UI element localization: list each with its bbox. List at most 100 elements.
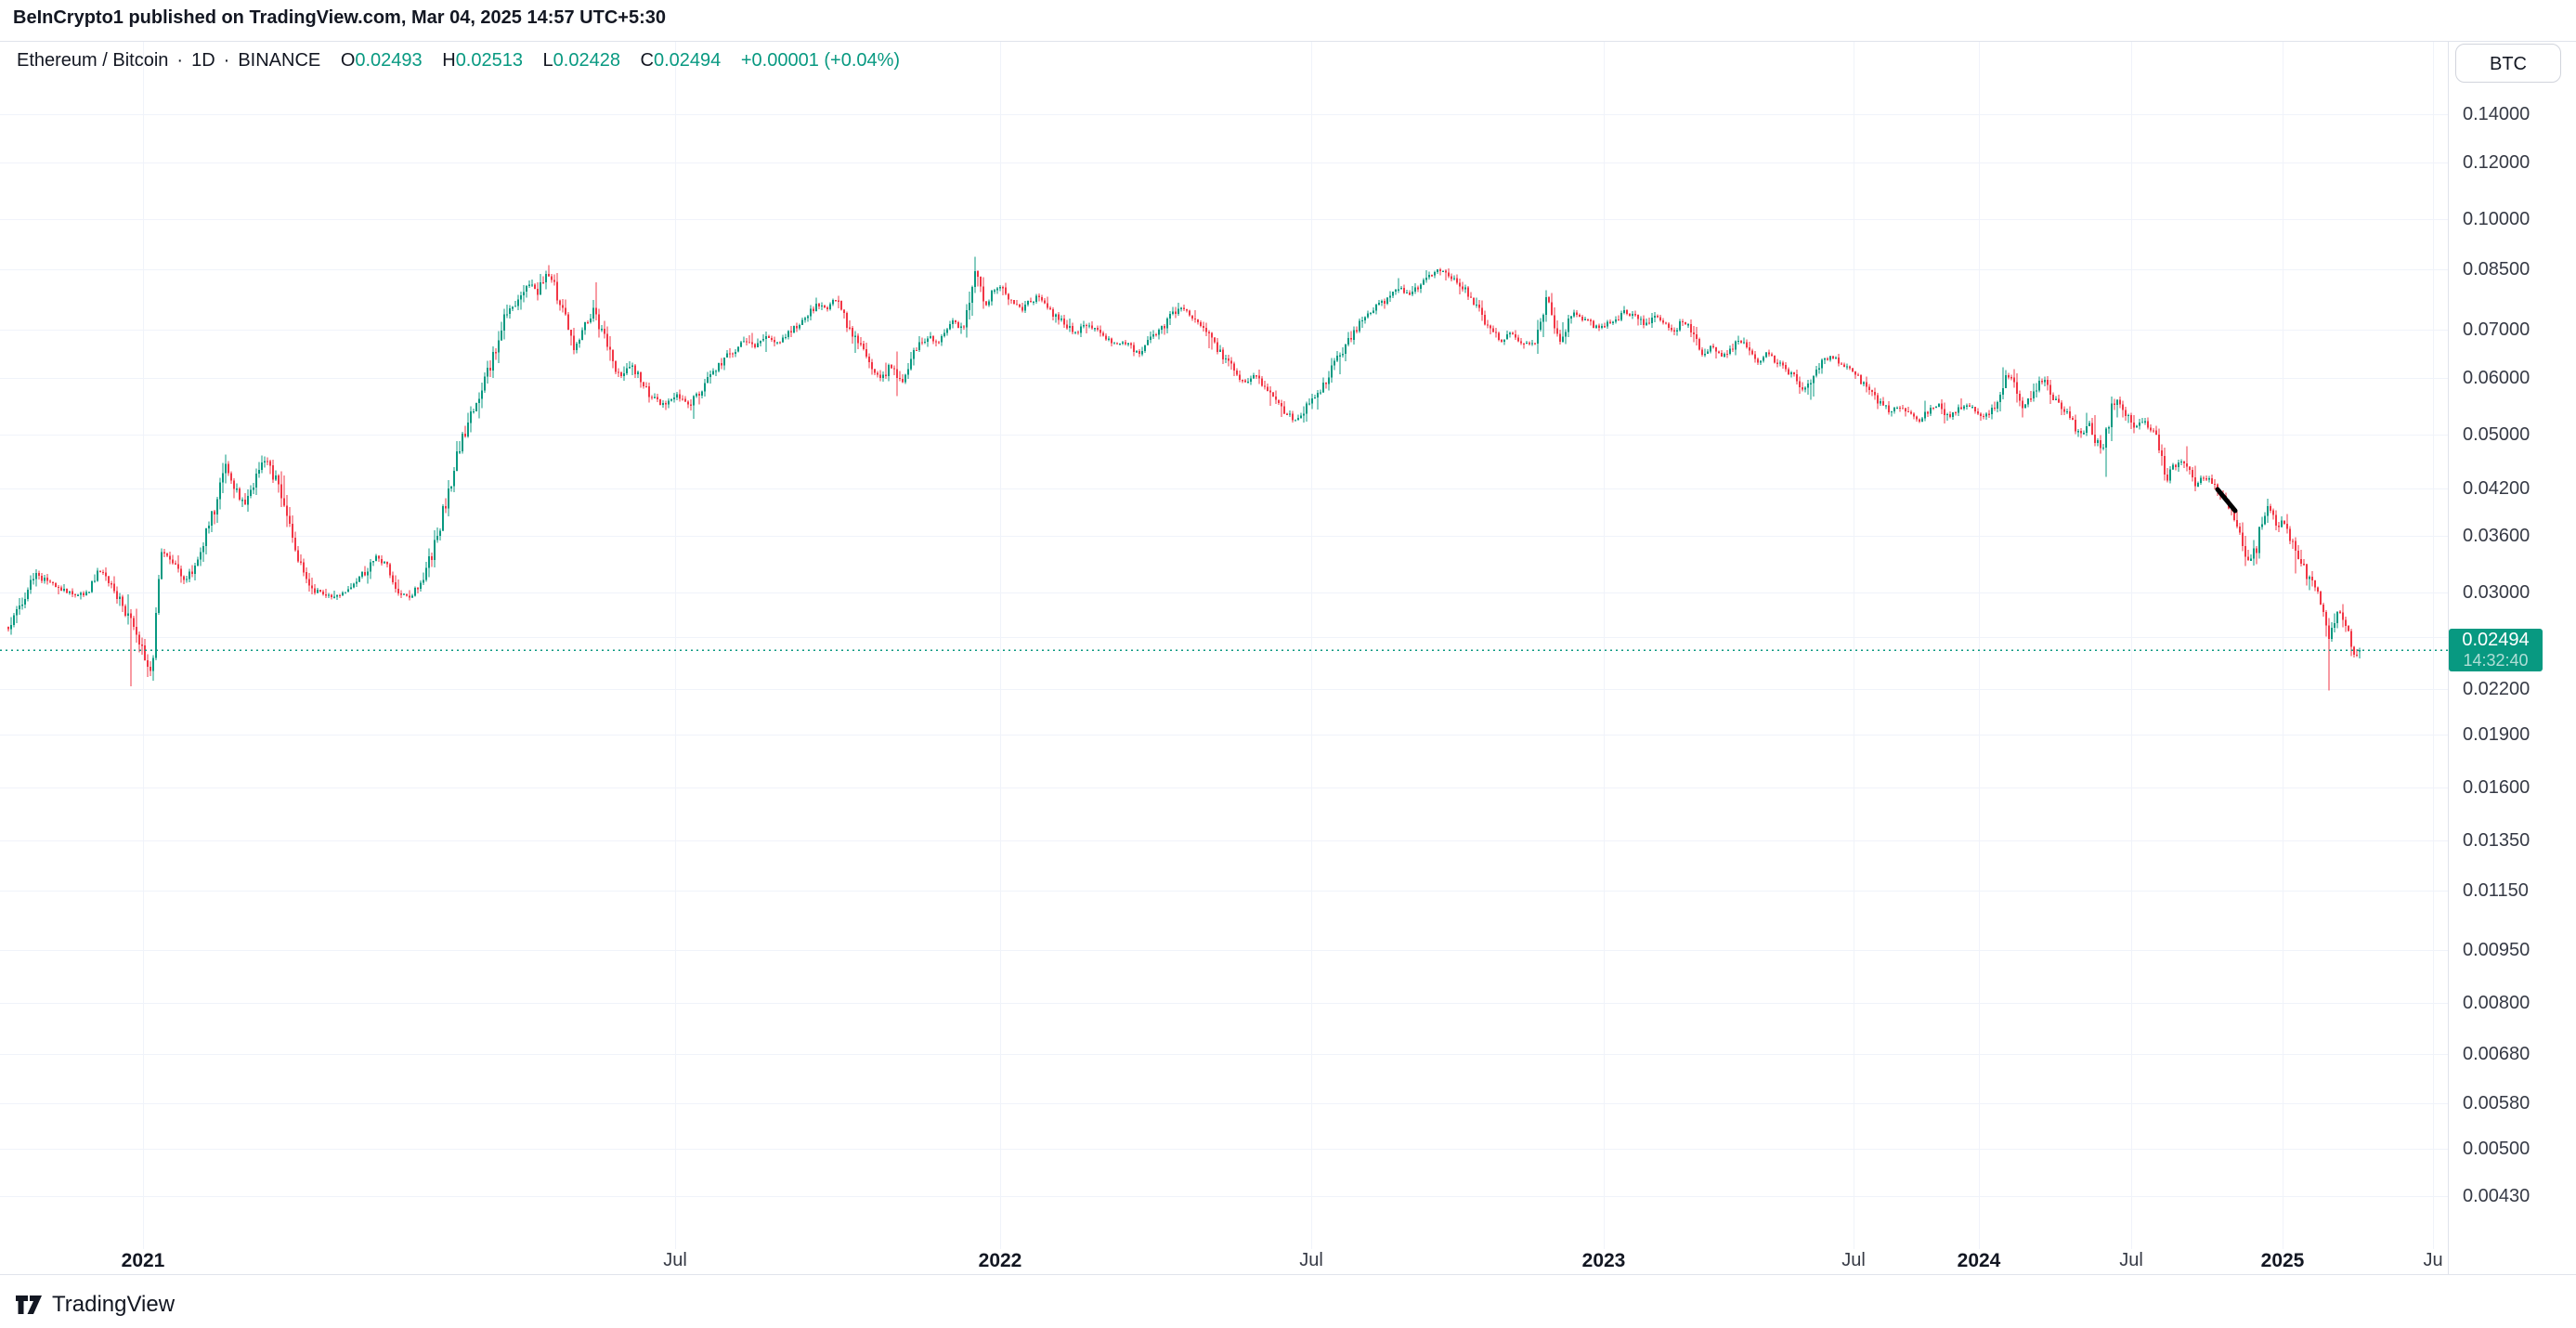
candle-body xyxy=(1080,326,1082,333)
candle-body xyxy=(751,342,753,345)
candle-body xyxy=(943,332,945,336)
candle-body xyxy=(306,572,307,579)
candle-body xyxy=(264,461,266,462)
candle-body xyxy=(2205,477,2207,480)
candle-body xyxy=(1679,320,1681,331)
candle-body xyxy=(512,306,514,309)
candle-body xyxy=(2061,402,2062,410)
candle-body xyxy=(1384,300,1386,304)
candle-body xyxy=(1782,362,1784,366)
candle-body xyxy=(843,309,845,314)
candle-body xyxy=(83,592,85,595)
symbol-legend[interactable]: Ethereum / Bitcoin · 1D · BINANCE O0.02493 H… xyxy=(17,50,900,72)
candle-body xyxy=(545,274,547,283)
candle-body xyxy=(1247,382,1249,384)
candle-body xyxy=(1788,369,1789,374)
candle-body xyxy=(38,573,40,576)
candle-body xyxy=(865,348,867,358)
candle-body xyxy=(339,594,341,596)
candle-body xyxy=(1147,340,1149,345)
candle-body xyxy=(1434,271,1436,276)
candle-body xyxy=(342,592,344,595)
candle-body xyxy=(1389,295,1391,298)
candle-body xyxy=(626,368,628,373)
candle-body xyxy=(144,645,146,660)
price-axis[interactable]: BTC 0.14000 0.12000 0.10000 0.08500 0.07000 0… xyxy=(2448,0,2576,1328)
candle-body xyxy=(732,353,734,355)
candle-body xyxy=(392,575,394,582)
candle-body xyxy=(1375,305,1377,311)
candle-body xyxy=(854,335,856,337)
candle-body xyxy=(604,329,605,334)
candle-body xyxy=(1997,402,1998,409)
candle-body xyxy=(80,592,82,595)
candle-body xyxy=(113,583,115,592)
candle-body xyxy=(1701,349,1703,355)
candle-body xyxy=(882,374,884,378)
candle-body xyxy=(194,565,196,574)
interval-label[interactable]: 1D xyxy=(191,50,215,71)
candle-body xyxy=(55,583,57,587)
candle-body xyxy=(46,577,48,581)
candle-body xyxy=(1002,287,1004,289)
candle-body xyxy=(94,580,96,582)
candle-body xyxy=(977,270,979,277)
candle-body xyxy=(1470,296,1472,298)
candle-body xyxy=(1428,275,1430,278)
candle-body xyxy=(1222,349,1224,360)
candle-body xyxy=(1364,317,1366,320)
candle-body xyxy=(130,613,132,618)
candle-body xyxy=(2203,477,2205,479)
candle-body xyxy=(172,559,174,564)
symbol-name[interactable]: Ethereum / Bitcoin xyxy=(17,50,169,71)
candle-body xyxy=(1568,319,1569,332)
candle-body xyxy=(1264,385,1266,387)
candle-body xyxy=(1453,278,1455,280)
time-axis[interactable]: 2021 Jul 2022 Jul 2023 Jul 2024 Jul 2025 Ju xyxy=(0,1248,2576,1274)
candle-body xyxy=(138,634,140,645)
candle-body xyxy=(1857,374,1859,376)
candle-body xyxy=(267,461,268,462)
candle-body xyxy=(2334,622,2335,629)
tradingview-logo-text: TradingView xyxy=(52,1292,176,1317)
ohlc-high: H0.02513 xyxy=(442,50,523,71)
candle-body xyxy=(540,281,541,295)
candle-body xyxy=(1403,288,1405,293)
candle-body xyxy=(1164,326,1165,329)
candle-body xyxy=(631,365,633,367)
candle-body xyxy=(1099,330,1101,333)
candle-body xyxy=(1498,332,1500,341)
trendline-annotation[interactable] xyxy=(2215,487,2238,514)
candle-body xyxy=(916,349,917,351)
candle-body xyxy=(1414,287,1416,293)
candle-body xyxy=(1913,413,1915,417)
candle-body xyxy=(1559,333,1561,342)
candle-body xyxy=(2033,391,2035,399)
candle-body xyxy=(949,323,951,330)
price-axis-label: 0.00680 xyxy=(2463,1043,2530,1064)
candle-body xyxy=(495,352,497,354)
candle-body xyxy=(885,374,887,376)
candle-body xyxy=(980,277,982,287)
candle-body xyxy=(1027,301,1029,305)
candle-body xyxy=(498,340,500,353)
candle-body xyxy=(592,307,594,319)
currency-toggle-button[interactable]: BTC xyxy=(2455,44,2561,83)
candle-body xyxy=(1420,284,1422,290)
candle-body xyxy=(420,582,422,589)
candle-body xyxy=(1587,319,1589,320)
price-axis-label: 0.01350 xyxy=(2463,830,2530,852)
candle-body xyxy=(2047,379,2049,385)
candle-body xyxy=(1565,332,1567,337)
candle-body xyxy=(590,318,592,323)
candle-body xyxy=(2063,409,2065,412)
candle-body xyxy=(375,555,377,562)
candle-body xyxy=(1342,354,1344,356)
candle-body xyxy=(425,567,427,580)
candle-body xyxy=(2008,374,2010,378)
candle-body xyxy=(487,368,488,377)
tradingview-logo[interactable]: TradingView xyxy=(15,1289,175,1321)
candle-body xyxy=(1166,318,1168,329)
candle-body xyxy=(684,398,686,402)
